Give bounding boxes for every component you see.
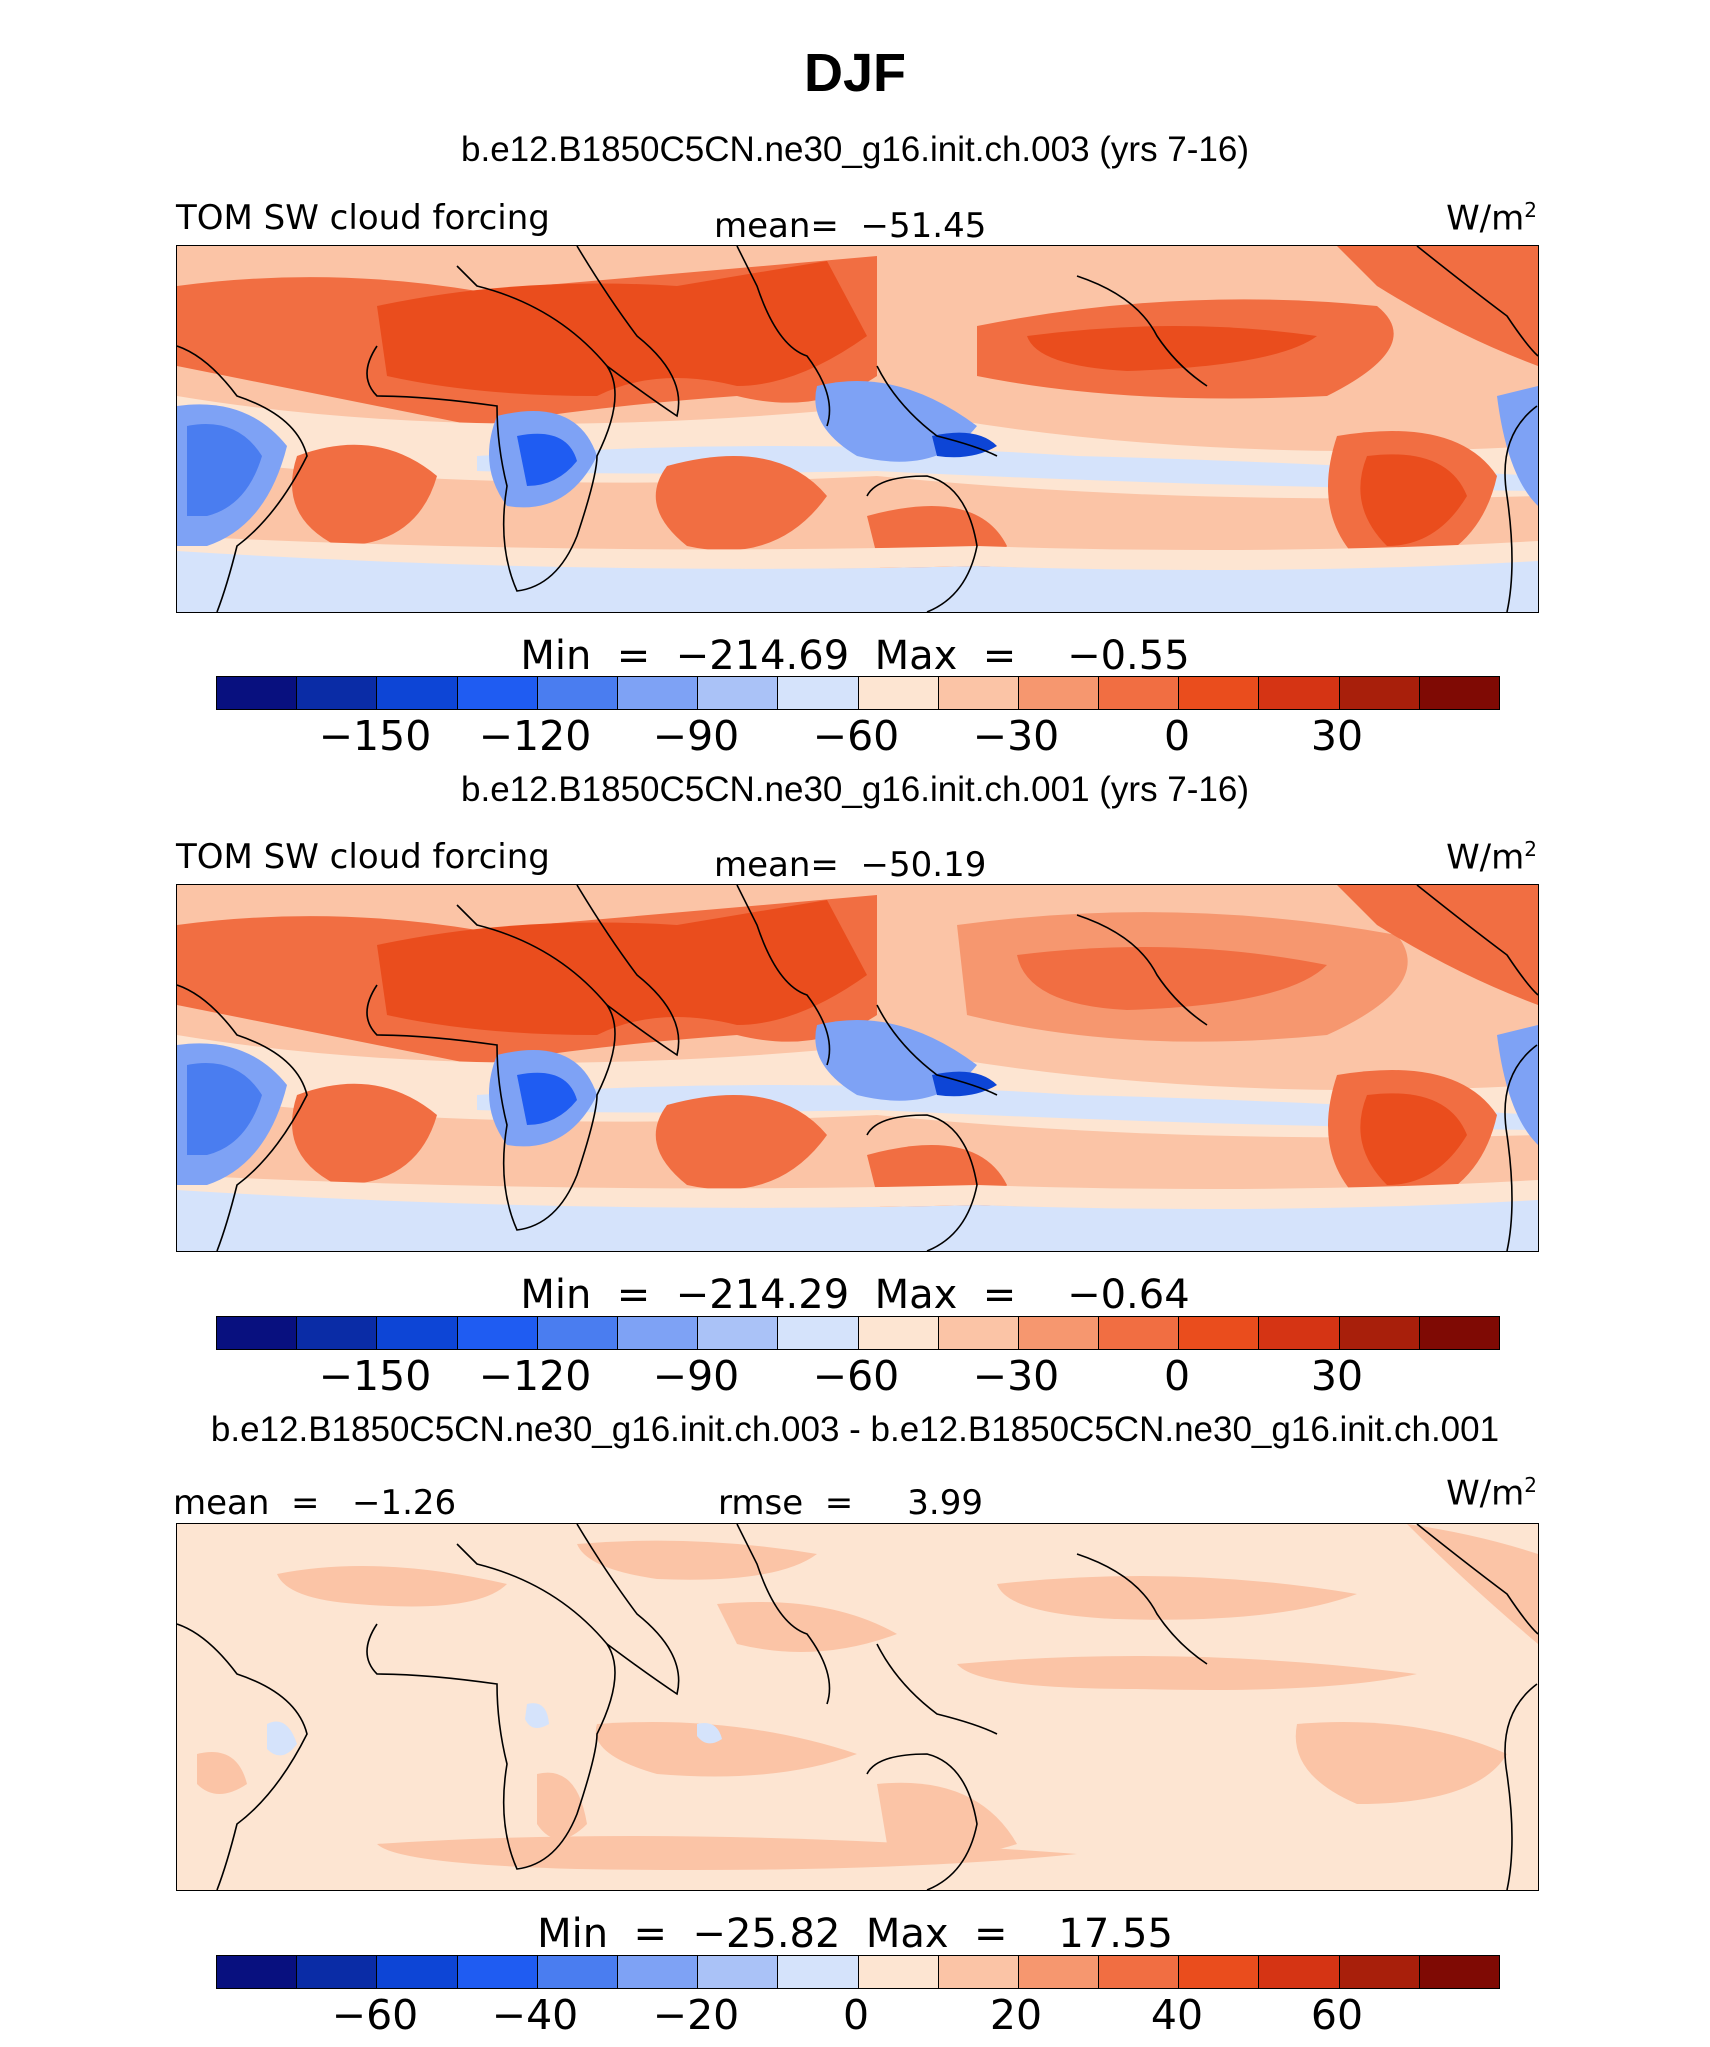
- panel-2-tick: −150: [318, 1352, 432, 1400]
- panel-3-rmse-label: rmse = 3.99: [718, 1483, 983, 1523]
- panel-1-tick: −30: [972, 712, 1060, 760]
- panel-2-title: b.e12.B1850C5CN.ne30_g16.init.ch.001 (yr…: [461, 770, 1249, 809]
- colorbar-swatch: [1099, 1317, 1180, 1349]
- colorbar-swatch: [1339, 677, 1420, 709]
- colorbar-swatch: [457, 1956, 538, 1988]
- colorbar-swatch: [537, 1956, 618, 1988]
- colorbar-swatch: [778, 677, 859, 709]
- colorbar-swatch: [617, 677, 699, 709]
- colorbar-swatch: [1099, 1956, 1180, 1988]
- panel-1-tick: −150: [318, 712, 432, 760]
- panel-1-minmax: Min = −214.69 Max = −0.55: [520, 633, 1190, 679]
- colorbar-swatch: [217, 1317, 298, 1349]
- colorbar-swatch: [938, 1317, 1019, 1349]
- colorbar-swatch: [617, 1956, 699, 1988]
- colorbar-swatch: [217, 1956, 298, 1988]
- panel-2-tick: −120: [478, 1352, 592, 1400]
- panel-2-variable-label: TOM SW cloud forcing: [176, 837, 550, 877]
- colorbar-swatch: [698, 1956, 779, 1988]
- colorbar-swatch: [778, 1956, 859, 1988]
- panel-2-map: [176, 884, 1539, 1252]
- colorbar-swatch: [1179, 677, 1260, 709]
- panel-1-tick: −120: [478, 712, 592, 760]
- colorbar-swatch: [297, 677, 378, 709]
- colorbar-swatch: [1018, 1317, 1100, 1349]
- panel-3-map: [176, 1523, 1539, 1891]
- panel-2-mean-label: mean= −50.19: [714, 845, 987, 885]
- colorbar-swatch: [457, 1317, 538, 1349]
- panel-1-colorbar: [216, 676, 1500, 710]
- colorbar-swatch: [1339, 1317, 1420, 1349]
- panel-3-minmax: Min = −25.82 Max = 17.55: [537, 1911, 1173, 1957]
- panel-2-tick: −60: [812, 1352, 900, 1400]
- panel-1-tick: −60: [812, 712, 900, 760]
- colorbar-swatch: [217, 677, 298, 709]
- panel-3-tick: 40: [1150, 1991, 1204, 2039]
- panel-2-tick: −90: [652, 1352, 740, 1400]
- panel-3-tick: −60: [331, 1991, 419, 2039]
- colorbar-swatch: [858, 677, 939, 709]
- colorbar-swatch: [1179, 1317, 1260, 1349]
- colorbar-swatch: [778, 1317, 859, 1349]
- panel-1-map: [176, 245, 1539, 613]
- colorbar-swatch: [938, 1956, 1019, 1988]
- colorbar-swatch: [1018, 677, 1100, 709]
- colorbar-swatch: [1259, 1317, 1340, 1349]
- colorbar-swatch: [858, 1317, 939, 1349]
- panel-1-title: b.e12.B1850C5CN.ne30_g16.init.ch.003 (yr…: [461, 130, 1249, 169]
- panel-2-units: W/m2: [1446, 837, 1537, 878]
- panel-2-minmax: Min = −214.29 Max = −0.64: [520, 1272, 1190, 1318]
- colorbar-swatch: [1419, 677, 1499, 709]
- panel-1-variable-label: TOM SW cloud forcing: [176, 198, 550, 238]
- panel-1-tick: −90: [652, 712, 740, 760]
- colorbar-swatch: [377, 677, 458, 709]
- colorbar-swatch: [377, 1956, 458, 1988]
- colorbar-swatch: [297, 1317, 378, 1349]
- colorbar-swatch: [1179, 1956, 1260, 1988]
- colorbar-swatch: [1259, 1956, 1340, 1988]
- panel-1-tick: 30: [1310, 712, 1364, 760]
- colorbar-swatch: [698, 677, 779, 709]
- colorbar-swatch: [698, 1317, 779, 1349]
- panel-2-tick: 0: [1163, 1352, 1191, 1400]
- colorbar-swatch: [537, 677, 618, 709]
- colorbar-swatch: [1339, 1956, 1420, 1988]
- colorbar-swatch: [537, 1317, 618, 1349]
- colorbar-swatch: [377, 1317, 458, 1349]
- colorbar-swatch: [858, 1956, 939, 1988]
- panel-2-tick: 30: [1310, 1352, 1364, 1400]
- panel-2-colorbar: [216, 1316, 1500, 1350]
- colorbar-swatch: [1419, 1956, 1499, 1988]
- colorbar-swatch: [1099, 677, 1180, 709]
- figure-title: DJF: [803, 43, 906, 103]
- colorbar-swatch: [938, 677, 1019, 709]
- colorbar-swatch: [617, 1317, 699, 1349]
- panel-3-tick: 60: [1310, 1991, 1364, 2039]
- panel-3-tick: −40: [491, 1991, 579, 2039]
- panel-1-units: W/m2: [1446, 198, 1537, 239]
- panel-3-mean-label: mean = −1.26: [173, 1483, 457, 1523]
- panel-3-tick: −20: [652, 1991, 740, 2039]
- colorbar-swatch: [1259, 677, 1340, 709]
- panel-3-title: b.e12.B1850C5CN.ne30_g16.init.ch.003 - b…: [210, 1410, 1500, 1449]
- panel-3-tick: 20: [989, 1991, 1043, 2039]
- colorbar-swatch: [457, 677, 538, 709]
- panel-3-tick: 0: [842, 1991, 870, 2039]
- colorbar-swatch: [1018, 1956, 1100, 1988]
- colorbar-swatch: [297, 1956, 378, 1988]
- panel-2-tick: −30: [972, 1352, 1060, 1400]
- panel-1-mean-label: mean= −51.45: [714, 206, 987, 246]
- panel-3-colorbar: [216, 1955, 1500, 1989]
- panel-1-tick: 0: [1163, 712, 1191, 760]
- panel-3-units: W/m2: [1446, 1473, 1537, 1514]
- colorbar-swatch: [1419, 1317, 1499, 1349]
